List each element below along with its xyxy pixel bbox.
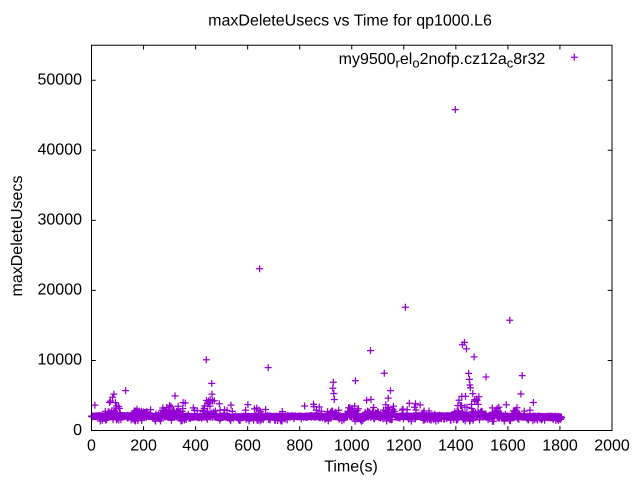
svg-text:2000: 2000: [594, 438, 630, 455]
svg-text:30000: 30000: [38, 212, 83, 229]
svg-text:10000: 10000: [38, 352, 83, 369]
svg-text:20000: 20000: [38, 282, 83, 299]
svg-text:0: 0: [87, 438, 96, 455]
svg-text:Time(s): Time(s): [324, 459, 378, 476]
svg-text:maxDeleteUsecs vs Time for qp1: maxDeleteUsecs vs Time for qp1000.L6: [208, 13, 492, 30]
svg-text:1800: 1800: [542, 438, 578, 455]
svg-text:600: 600: [234, 438, 261, 455]
svg-text:maxDeleteUsecs: maxDeleteUsecs: [9, 176, 26, 297]
svg-text:1400: 1400: [438, 438, 474, 455]
svg-text:my9500relo2nofp.cz12ac8r32: my9500relo2nofp.cz12ac8r32: [339, 51, 546, 71]
svg-text:400: 400: [182, 438, 209, 455]
svg-text:1600: 1600: [490, 438, 526, 455]
svg-text:800: 800: [286, 438, 313, 455]
svg-text:50000: 50000: [38, 72, 83, 89]
svg-text:1200: 1200: [386, 438, 422, 455]
svg-text:0: 0: [73, 422, 82, 439]
svg-text:40000: 40000: [38, 142, 83, 159]
svg-text:1000: 1000: [334, 438, 370, 455]
svg-text:200: 200: [130, 438, 157, 455]
